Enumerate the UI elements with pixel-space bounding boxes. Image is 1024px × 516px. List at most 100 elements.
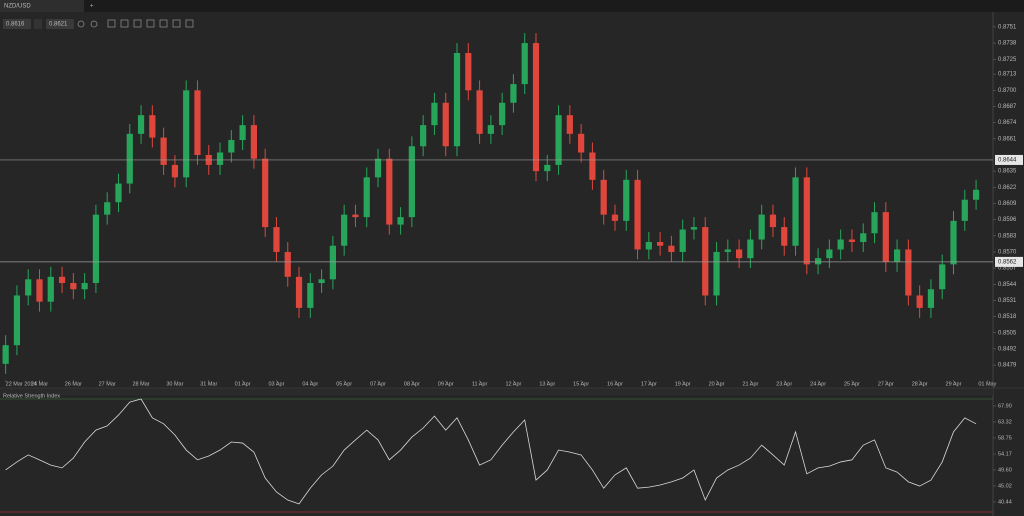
new-tab-button[interactable]: + (90, 4, 94, 10)
rsi-line (5, 398, 977, 505)
candle-body (792, 177, 799, 246)
x-tick-label: 05 Apr (336, 381, 352, 387)
candle-body (13, 295, 21, 346)
tab[interactable] (0, 0, 84, 12)
y-tick-label: 45.02 (998, 483, 1012, 489)
x-tick-label: 23 Apr (776, 381, 792, 387)
candle-body (702, 227, 709, 296)
candle-body (318, 279, 325, 284)
candle-body (126, 133, 133, 184)
candle-body (837, 239, 844, 250)
y-tick-label: 0.8661 (998, 136, 1017, 142)
x-tick-label: 22 Mar 2014 (6, 381, 37, 387)
candle-body (769, 214, 777, 228)
candle-body (510, 84, 517, 103)
x-tick-label: 28 Mar (132, 381, 149, 387)
price-level-label: 0.8562 (998, 259, 1017, 265)
x-tick-label: 17 Apr (641, 381, 657, 387)
candle-body (657, 242, 664, 246)
tool-templates[interactable] (146, 19, 155, 28)
zoom-out[interactable] (90, 20, 98, 28)
y-tick-label: 0.8622 (998, 185, 1017, 191)
candle-body (826, 249, 833, 259)
spread-toggle[interactable] (34, 19, 42, 29)
y-tick-label: 0.8751 (998, 24, 1017, 30)
y-tick-label: 0.8609 (998, 201, 1017, 207)
y-tick-label: 0.8531 (998, 298, 1017, 304)
candle-body (623, 179, 630, 221)
candle-body (803, 177, 810, 265)
candle-body (555, 115, 562, 165)
candle-body (284, 251, 291, 277)
candle-body (329, 245, 336, 280)
candle-body (747, 239, 754, 259)
x-tick-label: 31 Mar (200, 381, 217, 387)
candle-body (848, 239, 856, 242)
tool-indicators[interactable] (133, 19, 142, 28)
x-tick-label: 30 Mar (166, 381, 183, 387)
candle-body (645, 242, 652, 250)
price-level-box (995, 256, 1023, 267)
candle-body (341, 214, 348, 246)
candle-body (916, 295, 923, 308)
candle-body (544, 164, 551, 172)
candle-body (724, 249, 731, 252)
x-tick-label: 01 Apr (235, 381, 251, 387)
candle-body (92, 214, 100, 284)
y-tick-label: 0.8570 (998, 250, 1017, 256)
x-tick-label: 01 May (978, 381, 996, 387)
tool-objects[interactable] (172, 19, 181, 28)
candle-body (442, 102, 449, 147)
candle-body (262, 158, 269, 228)
tool-draw[interactable] (185, 19, 194, 28)
candle-body (927, 289, 935, 308)
x-tick-label: 24 Mar (31, 381, 48, 387)
x-tick-label: 04 Apr (302, 381, 318, 387)
candle-body (239, 125, 246, 141)
zoom-in[interactable] (77, 20, 85, 28)
candle-body (408, 146, 415, 218)
x-tick-label: 21 Apr (742, 381, 758, 387)
x-tick-label: 07 Apr (370, 381, 386, 387)
candle-body (690, 227, 698, 230)
candle-body (115, 183, 122, 203)
candle-body (679, 229, 686, 252)
x-tick-label: 08 Apr (404, 381, 420, 387)
candle-body (453, 53, 461, 147)
x-tick-label: 09 Apr (438, 381, 454, 387)
y-tick-label: 0.8505 (998, 330, 1017, 336)
candle-body (950, 220, 957, 265)
candle-body (860, 233, 867, 242)
y-tick-label: 58.75 (998, 435, 1012, 441)
candle-body (352, 214, 359, 218)
tool-chart-type[interactable] (120, 19, 129, 28)
candle-body (814, 258, 822, 265)
y-tick-label: 0.8557 (998, 266, 1017, 272)
tool-crosshair[interactable] (107, 19, 116, 28)
candle-body (758, 214, 765, 240)
x-tick-label: 15 Apr (573, 381, 589, 387)
candle-body (431, 102, 438, 126)
candle-body (58, 276, 66, 284)
candle-body (25, 279, 32, 296)
candle-body (476, 90, 483, 134)
tool-save[interactable] (159, 19, 168, 28)
y-tick-label: 0.8674 (998, 120, 1017, 126)
candle-body (47, 276, 54, 302)
y-tick-label: 0.8713 (998, 72, 1017, 78)
candle-body (420, 125, 427, 147)
candle-body (2, 345, 9, 364)
bid-box[interactable] (3, 19, 31, 29)
x-tick-label: 11 Apr (472, 381, 488, 387)
x-tick-label: 29 Apr (946, 381, 962, 387)
candle-body (487, 125, 494, 134)
ask-price[interactable]: 0.8621 (49, 22, 68, 28)
y-tick-label: 0.8700 (998, 88, 1017, 94)
candle-body (194, 90, 201, 155)
ask-box[interactable] (46, 19, 74, 29)
tab-title[interactable]: NZD/USD (4, 4, 31, 10)
candle-body (566, 115, 573, 134)
bid-price[interactable]: 0.8616 (6, 22, 25, 28)
